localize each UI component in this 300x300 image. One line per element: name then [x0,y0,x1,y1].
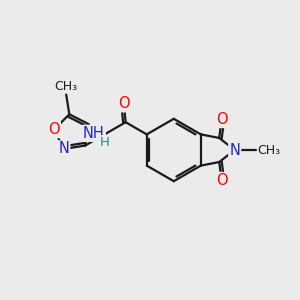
Text: CH₃: CH₃ [55,80,78,93]
Text: H: H [100,136,110,149]
Text: O: O [48,122,60,137]
Text: O: O [216,173,227,188]
Text: N: N [58,141,69,156]
Text: O: O [216,112,227,127]
Text: N: N [229,142,240,158]
Text: NH: NH [83,126,105,141]
Text: O: O [118,96,130,111]
Text: CH₃: CH₃ [258,143,281,157]
